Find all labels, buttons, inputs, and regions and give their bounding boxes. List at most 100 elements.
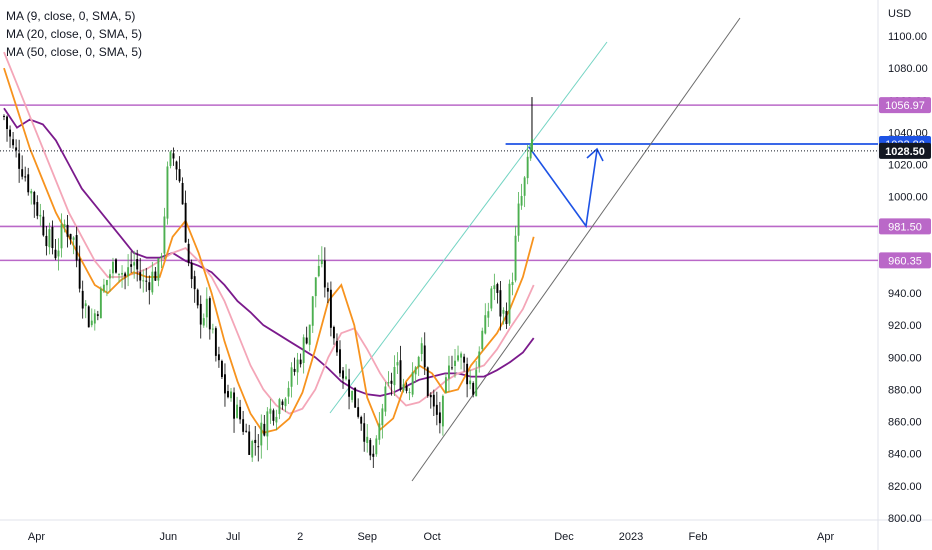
- candle-body[interactable]: [320, 259, 323, 265]
- candle-body[interactable]: [57, 250, 60, 257]
- candle-body[interactable]: [54, 249, 57, 259]
- candle-body[interactable]: [139, 272, 142, 281]
- candle-body[interactable]: [351, 390, 354, 400]
- candle-body[interactable]: [160, 256, 163, 258]
- candle-body[interactable]: [423, 345, 426, 368]
- candle-body[interactable]: [345, 376, 347, 380]
- ma20-line[interactable]: [3, 51, 535, 415]
- candle-body[interactable]: [348, 379, 351, 397]
- candle-body[interactable]: [496, 284, 499, 293]
- candle-body[interactable]: [84, 303, 87, 307]
- candle-body[interactable]: [72, 237, 75, 240]
- candle-body[interactable]: [211, 328, 214, 330]
- candle-body[interactable]: [227, 391, 229, 398]
- candle-body[interactable]: [378, 423, 381, 440]
- candle-body[interactable]: [18, 153, 21, 169]
- candle-body[interactable]: [263, 423, 266, 436]
- candle-body[interactable]: [405, 385, 408, 391]
- candle-body[interactable]: [484, 315, 487, 334]
- candle-body[interactable]: [329, 289, 332, 328]
- candle-body[interactable]: [311, 296, 314, 326]
- candle-body[interactable]: [99, 288, 102, 319]
- candle-body[interactable]: [42, 216, 45, 236]
- candle-body[interactable]: [142, 280, 145, 282]
- candle-body[interactable]: [233, 392, 235, 419]
- candle-body[interactable]: [166, 166, 169, 219]
- candle-body[interactable]: [33, 192, 36, 205]
- candle-body[interactable]: [526, 156, 529, 179]
- candle-body[interactable]: [105, 279, 108, 286]
- channel-upper-line[interactable]: [329, 41, 608, 414]
- candle-body[interactable]: [21, 169, 24, 177]
- candle-body[interactable]: [454, 360, 456, 367]
- candle-body[interactable]: [399, 360, 402, 390]
- candle-body[interactable]: [508, 283, 511, 324]
- candle-body[interactable]: [260, 422, 263, 446]
- candle-body[interactable]: [172, 153, 175, 159]
- candle-body[interactable]: [293, 368, 296, 372]
- candle-body[interactable]: [490, 288, 493, 309]
- candle-body[interactable]: [448, 365, 450, 379]
- candle-body[interactable]: [426, 367, 429, 396]
- candle-body[interactable]: [296, 359, 299, 373]
- legend-ma9[interactable]: MA (9, close, 0, SMA, 5): [6, 9, 136, 23]
- candle-body[interactable]: [396, 362, 399, 366]
- candle-body[interactable]: [63, 224, 66, 228]
- candle-body[interactable]: [326, 288, 329, 292]
- candle-body[interactable]: [251, 441, 254, 458]
- candle-body[interactable]: [302, 337, 305, 363]
- candle-body[interactable]: [12, 139, 15, 146]
- candle-body[interactable]: [429, 394, 432, 398]
- candle-body[interactable]: [239, 406, 242, 420]
- candle-body[interactable]: [102, 284, 105, 292]
- candle-body[interactable]: [381, 408, 384, 426]
- candle-body[interactable]: [75, 235, 78, 261]
- candle-body[interactable]: [375, 438, 378, 455]
- candle-body[interactable]: [393, 367, 396, 386]
- candle-body[interactable]: [154, 271, 157, 281]
- candle-body[interactable]: [517, 203, 520, 236]
- candle-body[interactable]: [133, 262, 136, 266]
- candle-body[interactable]: [118, 273, 120, 275]
- candle-body[interactable]: [451, 367, 453, 369]
- candle-body[interactable]: [254, 439, 257, 444]
- candle-body[interactable]: [339, 349, 341, 374]
- candle-body[interactable]: [87, 306, 90, 328]
- candle-body[interactable]: [224, 374, 226, 394]
- candle-body[interactable]: [299, 359, 302, 365]
- candle-body[interactable]: [308, 324, 311, 345]
- candle-body[interactable]: [435, 404, 438, 415]
- candle-body[interactable]: [275, 416, 278, 423]
- candle-body[interactable]: [287, 387, 290, 397]
- candle-body[interactable]: [469, 380, 472, 385]
- candle-body[interactable]: [323, 260, 326, 288]
- candle-body[interactable]: [242, 419, 245, 432]
- candle-body[interactable]: [493, 285, 496, 290]
- legend-ma50[interactable]: MA (50, close, 0, SMA, 5): [6, 45, 143, 59]
- candle-body[interactable]: [205, 298, 208, 318]
- candle-body[interactable]: [66, 224, 69, 237]
- candle-body[interactable]: [112, 261, 114, 274]
- candle-body[interactable]: [45, 235, 48, 247]
- candle-body[interactable]: [529, 149, 532, 159]
- candle-body[interactable]: [208, 298, 211, 330]
- candle-body[interactable]: [369, 439, 372, 456]
- candle-body[interactable]: [523, 177, 526, 196]
- trend-drawings[interactable]: [329, 17, 741, 482]
- candle-body[interactable]: [78, 258, 81, 289]
- candle-body[interactable]: [15, 147, 18, 151]
- projection-arrow[interactable]: [528, 146, 598, 229]
- candle-body[interactable]: [36, 202, 39, 216]
- candle-body[interactable]: [175, 161, 178, 170]
- candle-body[interactable]: [387, 382, 390, 384]
- candle-body[interactable]: [284, 398, 287, 407]
- candle-body[interactable]: [51, 226, 54, 249]
- candle-body[interactable]: [372, 453, 375, 457]
- candle-body[interactable]: [384, 386, 387, 412]
- candle-body[interactable]: [196, 289, 199, 306]
- candle-body[interactable]: [39, 214, 42, 217]
- candle-body[interactable]: [357, 407, 360, 417]
- candle-body[interactable]: [136, 259, 139, 270]
- candle-body[interactable]: [457, 355, 459, 361]
- candle-body[interactable]: [115, 259, 117, 273]
